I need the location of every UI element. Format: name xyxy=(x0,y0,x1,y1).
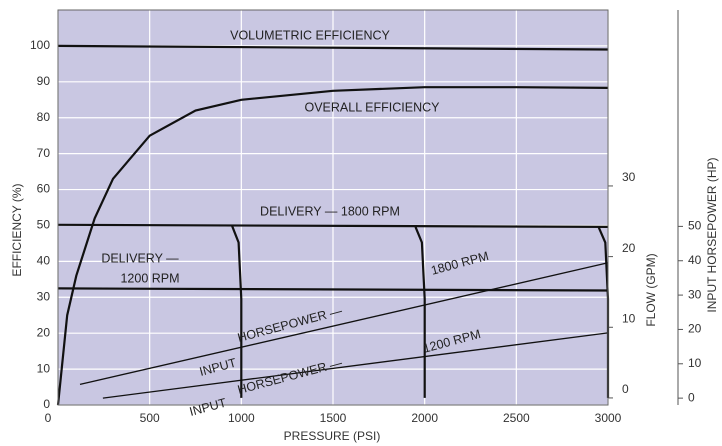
annotation: OVERALL EFFICIENCY xyxy=(305,100,441,114)
line xyxy=(57,44,609,51)
y3-tick-label: 40 xyxy=(688,253,702,267)
annotation: VOLUMETRIC EFFICIENCY xyxy=(230,28,390,42)
y-tick-label: 100 xyxy=(30,38,50,52)
x-tick-label: 500 xyxy=(140,411,160,425)
y2-tick-label: 10 xyxy=(622,311,636,325)
y3-tick-label: 20 xyxy=(688,322,702,336)
line xyxy=(231,225,243,398)
line xyxy=(102,332,609,399)
y2-tick-label: 30 xyxy=(622,170,636,184)
line xyxy=(57,223,609,228)
annotation: DELIVERY — xyxy=(101,251,179,265)
y-tick-label: 0 xyxy=(43,397,50,411)
y-tick-label: 50 xyxy=(37,218,51,232)
y-tick-label: 80 xyxy=(37,110,51,124)
y-tick-label: 10 xyxy=(37,361,51,375)
y-axis-label: EFFICIENCY (%) xyxy=(10,183,24,276)
x-tick-label: 2500 xyxy=(503,411,530,425)
x-tick-label: 1000 xyxy=(228,411,255,425)
x-tick-label: 3000 xyxy=(595,411,622,425)
line xyxy=(79,262,609,386)
y3-tick-label: 0 xyxy=(688,390,695,404)
plot-frame xyxy=(57,9,609,406)
x-tick-label: 2000 xyxy=(411,411,438,425)
line xyxy=(414,226,426,398)
y-tick-label: 20 xyxy=(37,325,51,339)
line xyxy=(57,287,609,292)
y2-tick-label: 0 xyxy=(622,382,629,396)
y3-tick-label: 50 xyxy=(688,219,702,233)
x-tick-label: 0 xyxy=(45,411,52,425)
y2-tick-label: 20 xyxy=(622,241,636,255)
y3-axis-label: INPUT HORSEPOWER (HP) xyxy=(705,157,719,312)
y3-tick-label: 30 xyxy=(688,287,702,301)
annotation: DELIVERY — 1800 RPM xyxy=(260,204,400,218)
line xyxy=(56,86,609,406)
x-tick-label: 1500 xyxy=(320,411,347,425)
y-tick-label: 60 xyxy=(37,182,51,196)
annotation: 1200 RPM xyxy=(120,271,179,285)
x-axis-label: PRESSURE (PSI) xyxy=(284,429,381,443)
y2-axis-label: FLOW (GPM) xyxy=(644,253,658,326)
y-tick-label: 30 xyxy=(37,289,51,303)
y-tick-label: 40 xyxy=(37,254,51,268)
y-tick-label: 90 xyxy=(37,74,51,88)
y-tick-label: 70 xyxy=(37,146,51,160)
y3-tick-label: 10 xyxy=(688,356,702,370)
